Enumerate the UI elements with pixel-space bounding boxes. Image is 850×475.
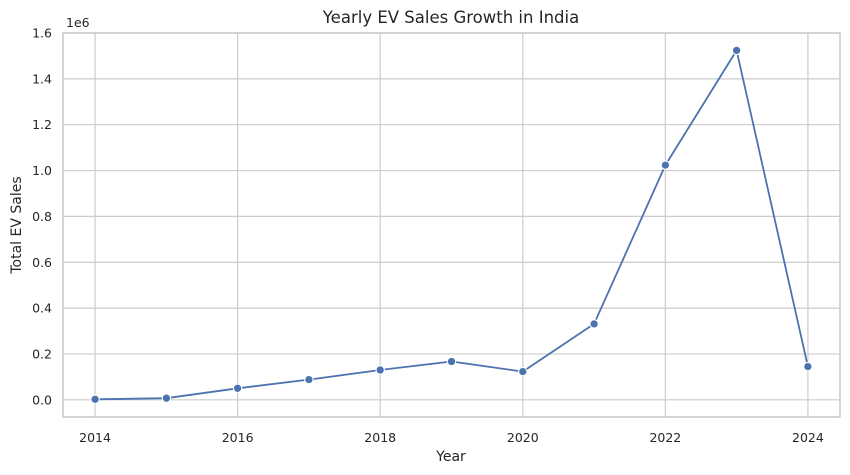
data-point (161, 393, 172, 403)
chart-title: Yearly EV Sales Growth in India (322, 8, 579, 27)
y-tick-label: 1.6 (32, 26, 52, 41)
x-tick-label: 2016 (222, 430, 254, 445)
grid-y (63, 32, 840, 401)
x-tick-labels: 2014 2016 2018 2020 2022 2024 (79, 430, 824, 445)
x-axis-title: Year (435, 449, 466, 465)
data-point (803, 361, 813, 372)
data-point (589, 319, 599, 329)
data-point (375, 365, 385, 375)
data-point (90, 394, 100, 405)
y-axis-title: Total EV Sales (9, 176, 25, 274)
y-tick-labels: 0.0 0.2 0.4 0.6 0.8 1.0 1.2 1.4 1.6 (32, 26, 52, 408)
y-tick-label: 0.8 (32, 209, 52, 224)
data-point (304, 374, 314, 385)
data-point (446, 356, 457, 367)
x-tick-label: 2020 (507, 430, 539, 445)
y-tick-label: 0.4 (32, 301, 52, 316)
y-tick-label: 0.0 (32, 392, 52, 407)
x-tick-label: 2022 (649, 430, 681, 445)
data-point (232, 383, 243, 394)
y-tick-label: 0.2 (32, 346, 52, 361)
data-point (518, 366, 528, 377)
y-tick-label: 0.6 (32, 255, 52, 270)
series-markers (90, 45, 813, 405)
x-tick-label: 2018 (364, 430, 396, 445)
y-tick-label: 1.4 (32, 71, 52, 86)
data-point (660, 160, 671, 170)
y-tick-label: 1.0 (32, 163, 52, 178)
data-point (731, 45, 742, 56)
x-tick-label: 2014 (79, 430, 111, 445)
y-tick-label: 1.2 (32, 117, 52, 132)
series-line (95, 49, 809, 401)
series-line-path (95, 49, 809, 401)
x-tick-label: 2024 (792, 430, 824, 445)
plot-area-frame (62, 32, 841, 418)
y-offset-label: 1e6 (66, 15, 90, 30)
grid-x (94, 33, 809, 417)
